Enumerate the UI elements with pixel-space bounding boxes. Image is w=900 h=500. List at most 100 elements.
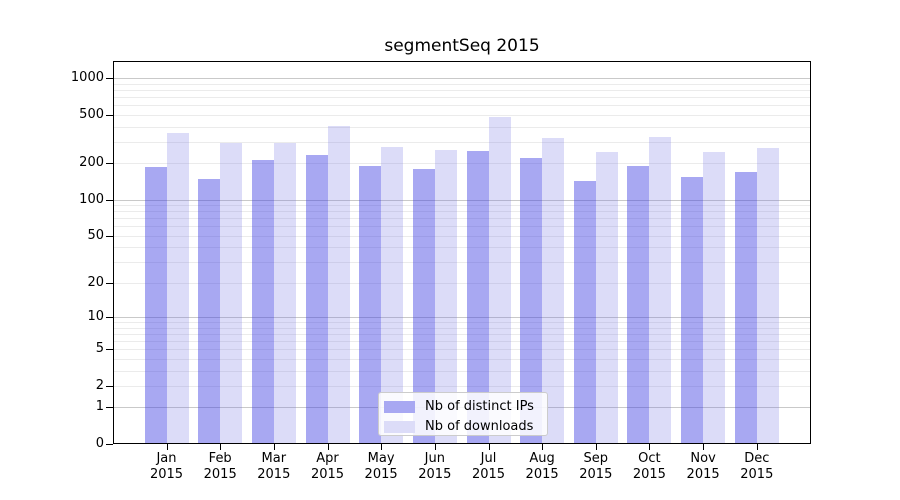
bar-downloads-nov — [703, 152, 726, 444]
gridline-70 — [113, 218, 811, 220]
x-tick-label-apr: Apr 2015 — [310, 451, 345, 482]
x-tick-label-aug: Aug 2015 — [525, 451, 559, 482]
y-tick-label: 10 — [87, 309, 104, 324]
bar-distinct-ips-jun — [412, 169, 435, 444]
y-axis-tick — [106, 317, 113, 318]
legend-swatch-downloads — [384, 420, 415, 433]
chart-title: segmentSeq 2015 — [384, 36, 540, 56]
y-tick-label: 5 — [95, 341, 104, 357]
bar-distinct-ips-jan — [144, 167, 167, 444]
x-axis-tick — [488, 444, 490, 450]
legend-swatch-distinct-ips — [384, 400, 415, 413]
y-axis-tick — [106, 385, 113, 387]
legend: Nb of distinct IPs Nb of downloads — [378, 392, 548, 436]
bar-downloads-oct — [649, 137, 672, 444]
y-tick-label: 100 — [79, 191, 104, 207]
gridline-7 — [113, 333, 811, 335]
y-tick-label: 50 — [87, 227, 104, 243]
bar-downloads-sep — [595, 152, 618, 444]
y-axis-tick — [106, 349, 113, 351]
gridline-90 — [113, 205, 811, 207]
y-tick-label: 200 — [79, 155, 104, 171]
gridline-20 — [113, 282, 811, 284]
bar-distinct-ips-apr — [305, 155, 328, 444]
gridline-30 — [113, 262, 811, 264]
gridline-8 — [113, 327, 811, 329]
legend-label-distinct-ips: Nb of distinct IPs — [425, 399, 534, 414]
bar-distinct-ips-sep — [573, 181, 596, 444]
gridline-200 — [113, 163, 811, 165]
bar-downloads-aug — [542, 138, 565, 444]
gridline-900 — [113, 83, 811, 85]
gridline-80 — [113, 211, 811, 213]
y-axis-tick — [106, 407, 113, 409]
gridline-6 — [113, 340, 811, 342]
gridline-500 — [113, 114, 811, 116]
bar-downloads-apr — [327, 126, 350, 444]
bar-distinct-ips-oct — [627, 166, 650, 444]
y-axis-tick — [106, 114, 113, 116]
y-tick-label: 20 — [87, 274, 104, 290]
gridline-600 — [113, 105, 811, 107]
gridline-10 — [113, 317, 811, 318]
x-tick-label-oct: Oct 2015 — [632, 451, 666, 482]
x-axis-tick — [703, 444, 705, 450]
y-tick-label: 1000 — [70, 70, 104, 85]
bar-distinct-ips-feb — [198, 178, 221, 444]
x-axis-tick — [756, 444, 758, 450]
y-tick-label: 2 — [95, 377, 104, 393]
bar-distinct-ips-dec — [734, 172, 757, 444]
bar-downloads-dec — [756, 148, 779, 444]
y-axis-tick — [106, 282, 113, 284]
legend-item-distinct-ips: Nb of distinct IPs — [384, 397, 541, 416]
bar-distinct-ips-may — [359, 166, 382, 444]
x-tick-label-nov: Nov 2015 — [686, 451, 720, 482]
gridline-800 — [113, 89, 811, 91]
x-tick-label-dec: Dec 2015 — [740, 451, 774, 482]
bar-downloads-jul — [488, 117, 511, 444]
y-axis-tick — [106, 163, 113, 165]
gridline-300 — [113, 141, 811, 143]
x-axis-tick — [273, 444, 275, 450]
x-axis-tick — [166, 444, 168, 450]
gridline-3 — [113, 370, 811, 372]
bar-downloads-jun — [434, 150, 457, 444]
y-axis-tick — [106, 199, 113, 201]
y-tick-label: 500 — [79, 106, 104, 122]
bar-downloads-feb — [220, 143, 243, 444]
gridline-100 — [113, 199, 811, 201]
bar-downloads-may — [381, 147, 404, 444]
gridline-9 — [113, 322, 811, 323]
x-axis-tick — [434, 444, 436, 450]
legend-item-downloads: Nb of downloads — [384, 417, 541, 436]
bar-distinct-ips-aug — [520, 158, 543, 444]
y-tick-label: 1 — [95, 399, 104, 415]
gridline-700 — [113, 96, 811, 98]
bar-distinct-ips-jul — [466, 151, 489, 444]
x-tick-label-jan: Jan 2015 — [149, 451, 184, 482]
x-axis-tick — [542, 444, 544, 450]
gridline-40 — [113, 247, 811, 249]
x-tick-label-sep: Sep 2015 — [579, 451, 613, 482]
gridline-60 — [113, 226, 811, 228]
gridline-400 — [113, 126, 811, 128]
bar-downloads-mar — [273, 143, 296, 444]
x-axis-tick — [327, 444, 329, 450]
y-axis-tick — [106, 78, 113, 79]
gridline-50 — [113, 235, 811, 237]
y-axis-tick — [106, 444, 113, 445]
legend-label-downloads: Nb of downloads — [425, 419, 534, 434]
y-axis-tick — [106, 235, 113, 237]
bar-downloads-jan — [166, 133, 189, 444]
x-tick-label-feb: Feb 2015 — [203, 451, 237, 482]
gridline-2 — [113, 385, 811, 387]
x-axis-tick — [220, 444, 222, 450]
bar-distinct-ips-nov — [681, 176, 704, 444]
y-tick-label: 0 — [95, 436, 104, 451]
plot-area — [113, 61, 811, 444]
x-tick-label-jun: Jun 2015 — [418, 451, 452, 482]
gridline-4 — [113, 358, 811, 360]
gridline-1000 — [113, 78, 811, 79]
x-axis-tick — [649, 444, 651, 450]
